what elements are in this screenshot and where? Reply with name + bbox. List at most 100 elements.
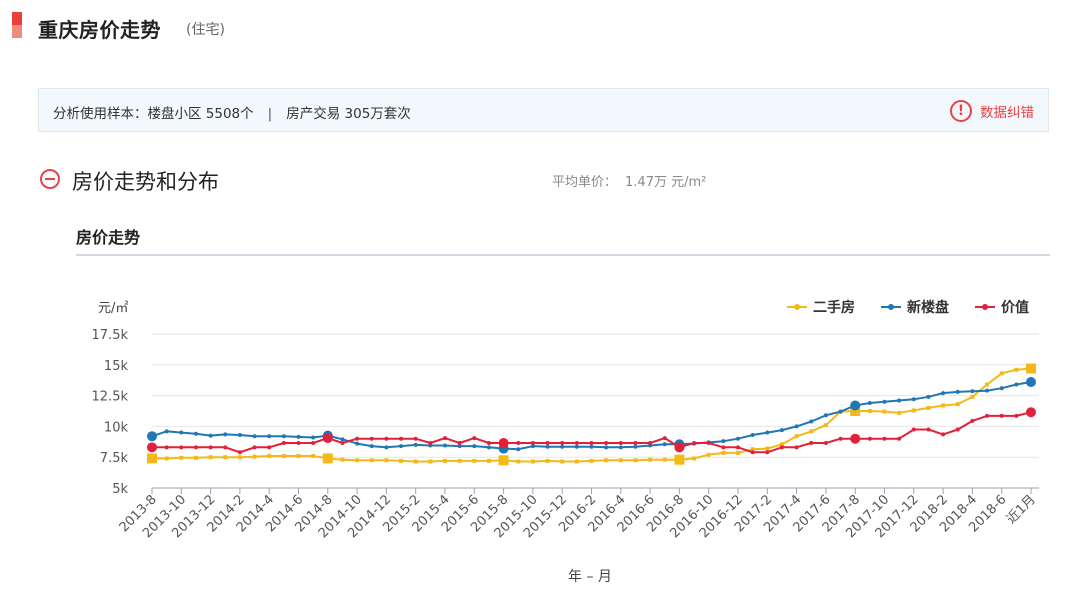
data-point <box>208 433 213 438</box>
x-axis-title: 年 – 月 <box>568 569 612 585</box>
data-point <box>633 441 638 446</box>
data-point <box>779 442 784 447</box>
data-point <box>281 434 286 439</box>
data-point <box>223 432 228 437</box>
data-point <box>296 441 301 446</box>
data-point <box>662 436 667 441</box>
data-point <box>779 445 784 450</box>
data-point <box>486 458 491 463</box>
data-point <box>208 455 213 460</box>
legend-item-value[interactable]: 价值 <box>975 297 1029 317</box>
legend-item-secondhand[interactable]: 二手房 <box>787 297 855 317</box>
data-point <box>911 427 916 432</box>
collapse-icon[interactable] <box>40 169 60 189</box>
data-point <box>736 450 740 455</box>
data-point <box>999 413 1004 418</box>
data-point <box>486 445 491 450</box>
data-point <box>267 445 272 450</box>
data-point <box>545 458 550 463</box>
section-divider <box>76 254 1050 256</box>
data-point <box>223 455 228 460</box>
data-point <box>443 458 447 463</box>
y-tick-label: 7.5k <box>100 451 129 466</box>
data-point <box>208 445 213 450</box>
data-point <box>193 445 198 450</box>
data-point <box>648 457 653 462</box>
data-point <box>147 442 157 453</box>
data-point <box>809 419 814 424</box>
data-point <box>955 402 960 407</box>
data-point <box>706 441 711 446</box>
data-point <box>604 445 609 450</box>
data-point <box>589 441 594 446</box>
legend-item-newhouse[interactable]: 新楼盘 <box>881 297 949 317</box>
data-point <box>985 388 990 393</box>
data-point <box>750 433 755 438</box>
title-accent-bar <box>12 12 22 38</box>
data-point <box>1014 367 1019 372</box>
data-point <box>633 458 638 463</box>
y-tick-label: 10k <box>104 420 129 435</box>
data-point <box>736 436 740 441</box>
data-correction-button[interactable]: ! 数据纠错 <box>950 98 1034 124</box>
data-point <box>443 443 447 448</box>
data-point <box>413 442 418 447</box>
data-point <box>662 457 667 462</box>
data-point <box>838 436 843 441</box>
legend-marker-secondhand <box>787 302 807 312</box>
data-point <box>823 441 828 446</box>
data-point <box>589 444 594 449</box>
data-point <box>545 444 550 449</box>
data-point <box>941 432 946 437</box>
data-point <box>369 458 374 463</box>
data-point <box>355 458 360 463</box>
data-point <box>999 386 1004 391</box>
data-point <box>147 431 157 442</box>
data-point <box>574 459 579 464</box>
data-point <box>384 436 389 441</box>
data-point <box>633 444 638 449</box>
average-price-label: 平均单价： <box>552 175 618 190</box>
data-point <box>850 433 861 444</box>
data-point <box>428 459 433 464</box>
legend-marker-value <box>975 302 995 312</box>
data-point <box>164 429 169 434</box>
data-point <box>179 430 184 435</box>
sample-info-box: 分析使用样本：楼盘小区 5508个 | 房产交易 305万套次 ! 数据纠错 <box>38 88 1049 132</box>
data-point <box>428 441 433 446</box>
y-tick-label: 15k <box>104 359 129 374</box>
info-separator: | <box>267 106 273 122</box>
data-point <box>322 453 333 464</box>
data-point <box>838 409 843 414</box>
data-point <box>237 450 242 455</box>
data-point <box>692 441 697 446</box>
data-point <box>340 441 345 446</box>
data-point <box>369 436 374 441</box>
data-point <box>721 450 726 455</box>
data-point <box>1014 382 1019 387</box>
data-point <box>955 389 960 394</box>
data-point <box>970 418 975 423</box>
legend-label-secondhand: 二手房 <box>813 300 855 316</box>
data-point <box>765 450 770 455</box>
data-point <box>867 400 872 405</box>
data-point <box>721 439 726 444</box>
data-point <box>926 394 931 399</box>
data-point <box>1026 377 1036 388</box>
data-point <box>970 394 975 399</box>
data-point <box>296 434 301 439</box>
data-point <box>850 406 861 416</box>
data-point <box>926 405 931 410</box>
data-point <box>867 436 872 441</box>
data-point <box>897 436 902 441</box>
data-point <box>147 453 157 464</box>
data-point <box>985 413 990 418</box>
data-point <box>589 458 594 463</box>
data-point <box>498 438 509 449</box>
data-point <box>193 431 198 436</box>
data-point <box>882 436 887 441</box>
data-point <box>472 458 477 463</box>
data-point <box>413 459 418 464</box>
data-point <box>472 436 477 441</box>
